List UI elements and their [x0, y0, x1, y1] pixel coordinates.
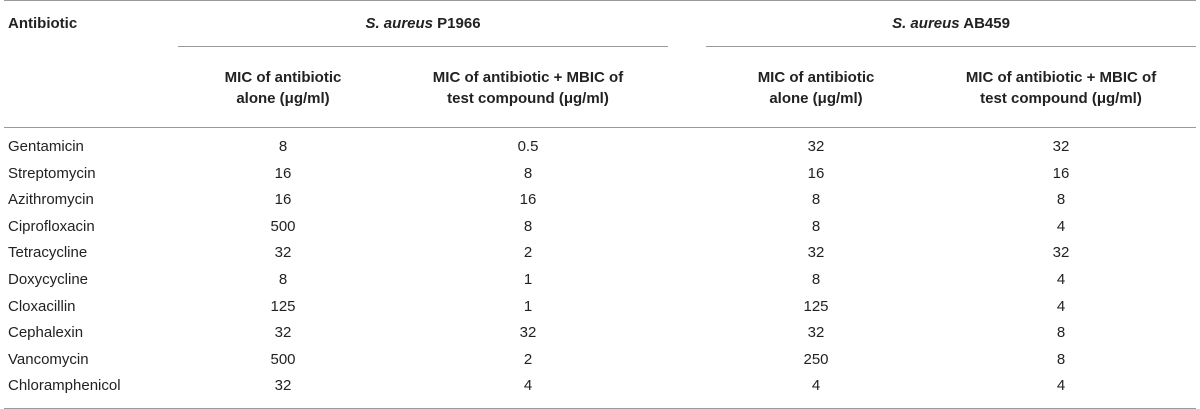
ab459-alone-value: 125 — [803, 297, 829, 315]
ab459-alone-line2: alone (μg/ml) — [769, 90, 863, 107]
table-row: Gentamicin 8 0.5 32 32 — [4, 128, 1196, 161]
p1966-combo-value: 4 — [523, 377, 533, 395]
table-row: Cloxacillin 125 1 125 4 — [4, 294, 1196, 321]
antibiotic-name: Cephalexin — [8, 324, 84, 342]
p1966-combo-value: 0.5 — [517, 138, 539, 155]
p1966-combo-value: 2 — [523, 350, 533, 368]
ab459-alone-header: MIC of antibiotic alone (μg/ml) — [706, 47, 926, 128]
p1966-combo-value: 32 — [519, 324, 537, 342]
ab459-alone-value: 32 — [807, 324, 825, 342]
ab459-alone-value: 16 — [807, 164, 825, 182]
strain-ab459-id: AB459 — [959, 15, 1010, 32]
table-row: Vancomycin 500 2 250 8 — [4, 347, 1196, 374]
table-row: Azithromycin 16 16 8 8 — [4, 187, 1196, 214]
ab459-combo-value: 32 — [1052, 244, 1070, 262]
strain-p1966-id: P1966 — [433, 15, 481, 32]
ab459-combo-value: 4 — [1056, 217, 1066, 235]
p1966-alone-line2: alone (μg/ml) — [236, 90, 330, 107]
ab459-combo-line2: test compound (μg/ml) — [980, 90, 1142, 107]
p1966-alone-value: 500 — [270, 217, 296, 235]
p1966-alone-line1: MIC of antibiotic — [224, 69, 342, 86]
p1966-alone-header: MIC of antibiotic alone (μg/ml) — [178, 47, 388, 128]
antibiotic-name: Doxycycline — [8, 270, 89, 288]
ab459-combo-value: 16 — [1052, 164, 1070, 182]
ab459-combo-value: 8 — [1056, 350, 1066, 368]
p1966-alone-value: 16 — [274, 164, 292, 182]
ab459-combo-value: 8 — [1056, 324, 1066, 342]
p1966-combo-header: MIC of antibiotic + MBIC of test compoun… — [388, 47, 668, 128]
antibiotic-name: Chloramphenicol — [8, 377, 121, 395]
p1966-combo-value: 8 — [523, 164, 533, 182]
table-row: Ciprofloxacin 500 8 8 4 — [4, 214, 1196, 241]
ab459-combo-value: 32 — [1052, 138, 1070, 155]
ab459-alone-value: 32 — [807, 138, 825, 155]
antibiotic-name: Gentamicin — [8, 138, 84, 155]
p1966-alone-value: 16 — [274, 191, 292, 209]
ab459-alone-value: 8 — [811, 191, 821, 209]
p1966-combo-line2: test compound (μg/ml) — [447, 90, 609, 107]
ab459-alone-line1: MIC of antibiotic — [757, 69, 875, 86]
p1966-alone-value: 500 — [270, 350, 296, 368]
table-row: Doxycycline 8 1 8 4 — [4, 267, 1196, 294]
ab459-combo-value: 4 — [1056, 377, 1066, 395]
ab459-alone-value: 8 — [811, 217, 821, 235]
antibiotic-name: Azithromycin — [8, 191, 94, 209]
antibiotic-name: Ciprofloxacin — [8, 217, 95, 235]
table-row: Tetracycline 32 2 32 32 — [4, 240, 1196, 267]
strain-p1966-header: S. aureus P1966 — [178, 1, 669, 47]
ab459-alone-value: 8 — [811, 270, 821, 288]
antibiotic-name: Vancomycin — [8, 350, 89, 368]
antibiotic-name: Tetracycline — [8, 244, 88, 262]
ab459-combo-line1: MIC of antibiotic + MBIC of — [965, 69, 1157, 86]
table-row: Cephalexin 32 32 32 8 — [4, 320, 1196, 347]
ab459-combo-value: 4 — [1056, 297, 1066, 315]
p1966-alone-value: 32 — [274, 324, 292, 342]
strain-p1966-species: S. aureus — [365, 15, 433, 32]
antibiotic-name: Cloxacillin — [8, 297, 76, 315]
ab459-combo-header: MIC of antibiotic + MBIC of test compoun… — [926, 47, 1196, 128]
ab459-alone-value: 32 — [807, 244, 825, 262]
ab459-combo-value: 8 — [1056, 191, 1066, 209]
p1966-combo-line1: MIC of antibiotic + MBIC of — [432, 69, 624, 86]
table-row: Chloramphenicol 32 4 4 4 — [4, 373, 1197, 409]
table-row: Streptomycin 16 8 16 16 — [4, 161, 1196, 188]
p1966-alone-value: 32 — [274, 377, 292, 395]
p1966-combo-value: 8 — [523, 217, 533, 235]
p1966-combo-value: 1 — [523, 297, 533, 315]
ab459-combo-value: 4 — [1056, 270, 1066, 288]
ab459-alone-value: 250 — [803, 350, 829, 368]
p1966-alone-value: 8 — [278, 138, 288, 155]
p1966-alone-value: 32 — [274, 244, 292, 262]
p1966-combo-value: 1 — [523, 270, 533, 288]
p1966-combo-value: 2 — [523, 244, 533, 262]
ab459-alone-value: 4 — [811, 377, 821, 395]
p1966-alone-value: 8 — [278, 270, 288, 288]
antibiotic-header: Antibiotic — [8, 15, 78, 32]
p1966-alone-value: 125 — [270, 297, 296, 315]
p1966-combo-value: 16 — [519, 191, 537, 209]
mic-table: Antibiotic S. aureus P1966 S. aureus AB4… — [4, 0, 1197, 409]
strain-ab459-header: S. aureus AB459 — [706, 1, 1197, 47]
antibiotic-name: Streptomycin — [8, 164, 96, 182]
strain-ab459-species: S. aureus — [892, 15, 960, 32]
